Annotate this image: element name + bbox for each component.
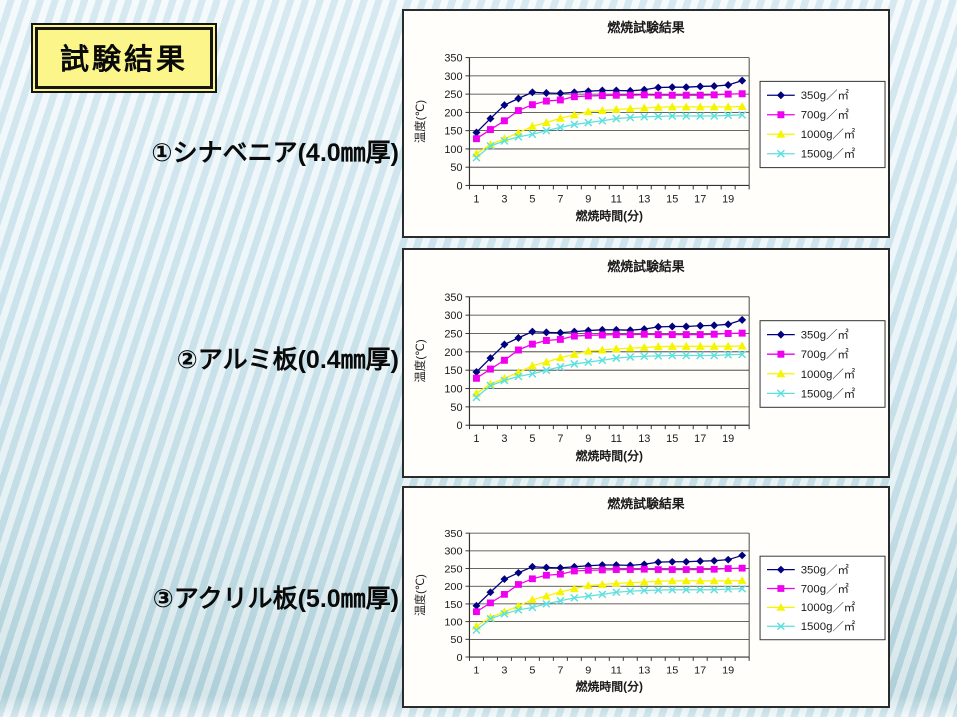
material-label-1: ①シナベニア(4.0㎜厚)	[151, 139, 399, 167]
svg-text:15: 15	[666, 433, 678, 445]
svg-text:300: 300	[444, 71, 462, 83]
svg-text:15: 15	[666, 664, 678, 676]
svg-text:1: 1	[473, 433, 479, 445]
svg-text:1: 1	[473, 193, 479, 205]
svg-text:19: 19	[722, 193, 734, 205]
svg-text:13: 13	[638, 433, 650, 445]
material-label-2: ②アルミ板(0.4㎜厚)	[176, 346, 399, 374]
svg-text:9: 9	[585, 433, 591, 445]
svg-text:350g／㎡: 350g／㎡	[801, 564, 849, 577]
chart-card-3: 燃焼試験結果 0 50 100 150 200 250 300 350 温度(℃) 1 3 5 7 9 11 1…	[402, 486, 890, 708]
svg-text:150: 150	[444, 126, 462, 138]
svg-text:0: 0	[456, 652, 462, 664]
svg-text:100: 100	[444, 383, 462, 395]
svg-text:200: 200	[444, 347, 462, 359]
chart-card-1: 燃焼試験結果 0 50 100 150 200 250 300 350 温度(℃) 1 3 5 7 9 11 1…	[402, 9, 890, 238]
svg-text:燃焼試験結果: 燃焼試験結果	[607, 20, 684, 35]
svg-text:300: 300	[444, 310, 462, 322]
svg-text:燃焼試験結果: 燃焼試験結果	[607, 259, 684, 274]
svg-text:1500g／㎡: 1500g／㎡	[801, 620, 855, 633]
svg-text:350g／㎡: 350g／㎡	[801, 89, 850, 102]
svg-text:200: 200	[444, 581, 462, 593]
svg-text:燃焼時間(分): 燃焼時間(分)	[575, 680, 643, 694]
svg-text:温度(℃): 温度(℃)	[413, 339, 427, 383]
svg-text:250: 250	[444, 564, 462, 576]
svg-text:150: 150	[444, 365, 462, 377]
chart-card-2: 燃焼試験結果 0 50 100 150 200 250 300 350 温度(℃) 1 3 5 7 9 11 1…	[402, 248, 890, 478]
svg-text:0: 0	[456, 420, 462, 432]
page-title: 試験結果	[35, 27, 214, 89]
svg-text:700g／㎡: 700g／㎡	[801, 348, 850, 361]
svg-text:11: 11	[611, 193, 622, 205]
svg-text:1000g／㎡: 1000g／㎡	[801, 128, 856, 141]
svg-text:1000g／㎡: 1000g／㎡	[801, 368, 856, 381]
svg-text:50: 50	[450, 162, 462, 174]
svg-text:50: 50	[450, 402, 462, 414]
svg-text:50: 50	[450, 634, 462, 646]
svg-text:3: 3	[501, 193, 507, 205]
svg-text:250: 250	[444, 89, 462, 101]
svg-text:1500g／㎡: 1500g／㎡	[801, 387, 856, 400]
svg-text:17: 17	[694, 193, 706, 205]
svg-text:350: 350	[444, 528, 462, 540]
svg-text:100: 100	[444, 617, 462, 629]
svg-text:5: 5	[529, 433, 535, 445]
title-box: 試験結果	[31, 23, 218, 93]
svg-text:燃焼試験結果: 燃焼試験結果	[607, 496, 685, 511]
svg-text:17: 17	[694, 433, 706, 445]
svg-text:9: 9	[585, 664, 591, 676]
svg-text:200: 200	[444, 107, 462, 119]
svg-text:100: 100	[444, 144, 462, 156]
svg-text:温度(℃): 温度(℃)	[413, 574, 427, 616]
svg-text:11: 11	[611, 664, 622, 676]
svg-text:1: 1	[473, 664, 479, 676]
svg-text:300: 300	[444, 546, 462, 558]
svg-text:350: 350	[444, 53, 462, 65]
svg-text:5: 5	[529, 664, 535, 676]
svg-text:350: 350	[444, 292, 462, 304]
svg-text:燃焼時間(分): 燃焼時間(分)	[575, 209, 643, 223]
svg-text:11: 11	[611, 433, 622, 445]
svg-text:17: 17	[694, 664, 706, 676]
svg-text:19: 19	[722, 664, 734, 676]
svg-text:燃焼時間(分): 燃焼時間(分)	[575, 449, 643, 463]
svg-text:13: 13	[638, 664, 650, 676]
svg-text:7: 7	[557, 433, 563, 445]
svg-text:温度(℃): 温度(℃)	[413, 100, 427, 143]
svg-text:1000g／㎡: 1000g／㎡	[801, 601, 855, 614]
svg-text:700g／㎡: 700g／㎡	[801, 109, 850, 122]
svg-text:3: 3	[501, 664, 507, 676]
material-label-3: ③アクリル板(5.0㎜厚)	[152, 585, 399, 613]
svg-text:150: 150	[444, 599, 462, 611]
svg-text:5: 5	[529, 193, 535, 205]
svg-text:7: 7	[557, 664, 563, 676]
svg-text:250: 250	[444, 328, 462, 340]
svg-text:7: 7	[557, 193, 563, 205]
svg-text:0: 0	[456, 180, 462, 192]
svg-text:9: 9	[585, 193, 591, 205]
svg-text:3: 3	[501, 433, 507, 445]
svg-text:1500g／㎡: 1500g／㎡	[801, 148, 856, 161]
svg-text:350g／㎡: 350g／㎡	[801, 329, 850, 342]
svg-text:700g／㎡: 700g／㎡	[801, 583, 849, 596]
svg-text:13: 13	[638, 193, 650, 205]
svg-text:15: 15	[666, 193, 678, 205]
svg-text:19: 19	[722, 433, 734, 445]
